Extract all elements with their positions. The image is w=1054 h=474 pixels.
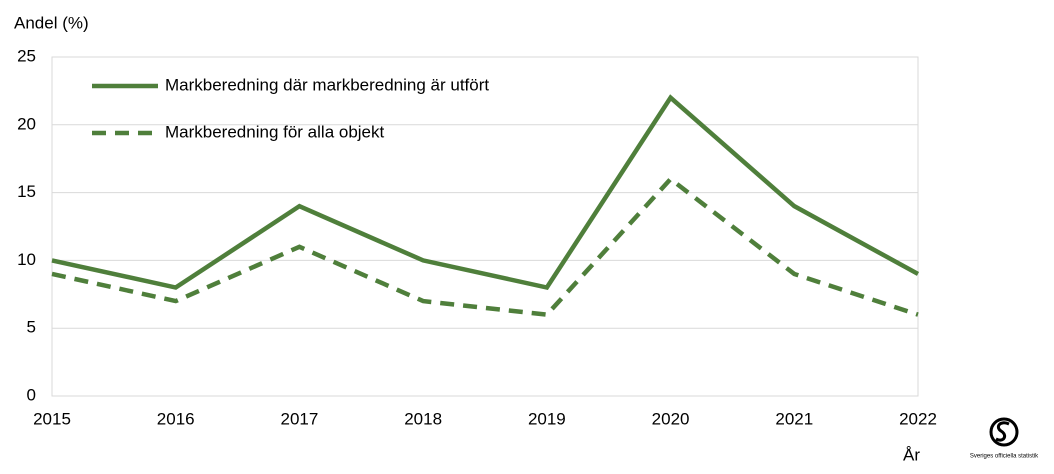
logo-s	[995, 421, 1010, 442]
series-line	[51, 175, 919, 318]
x-tick-label: 2017	[281, 409, 319, 428]
series-line	[51, 94, 920, 291]
x-tick-label: 2021	[775, 409, 813, 428]
x-tick-label: 2018	[404, 409, 442, 428]
logo-text: Sveriges officiella statistik	[970, 454, 1039, 460]
legend-label: Markberedning för alla objekt	[165, 122, 385, 141]
y-tick-label: 15	[17, 182, 36, 201]
x-axis-label: År	[903, 445, 920, 464]
logo: Sveriges officiella statistik	[970, 417, 1039, 460]
y-tick-label: 10	[17, 250, 36, 269]
y-tick-label: 20	[17, 114, 36, 133]
x-tick-label: 2019	[528, 409, 566, 428]
logo-ring	[989, 417, 1019, 447]
x-tick-label: 2016	[157, 409, 195, 428]
y-axis-label: Andel (%)	[14, 13, 89, 32]
x-tick-label: 2020	[652, 409, 690, 428]
y-tick-label: 0	[27, 385, 36, 404]
x-tick-label: 2022	[899, 409, 937, 428]
x-tick-label: 2015	[33, 409, 71, 428]
y-tick-label: 25	[17, 46, 36, 65]
plot-border	[51, 56, 919, 397]
y-tick-label: 5	[27, 318, 36, 337]
legend-label: Markberedning där markberedning är utför…	[165, 75, 489, 94]
